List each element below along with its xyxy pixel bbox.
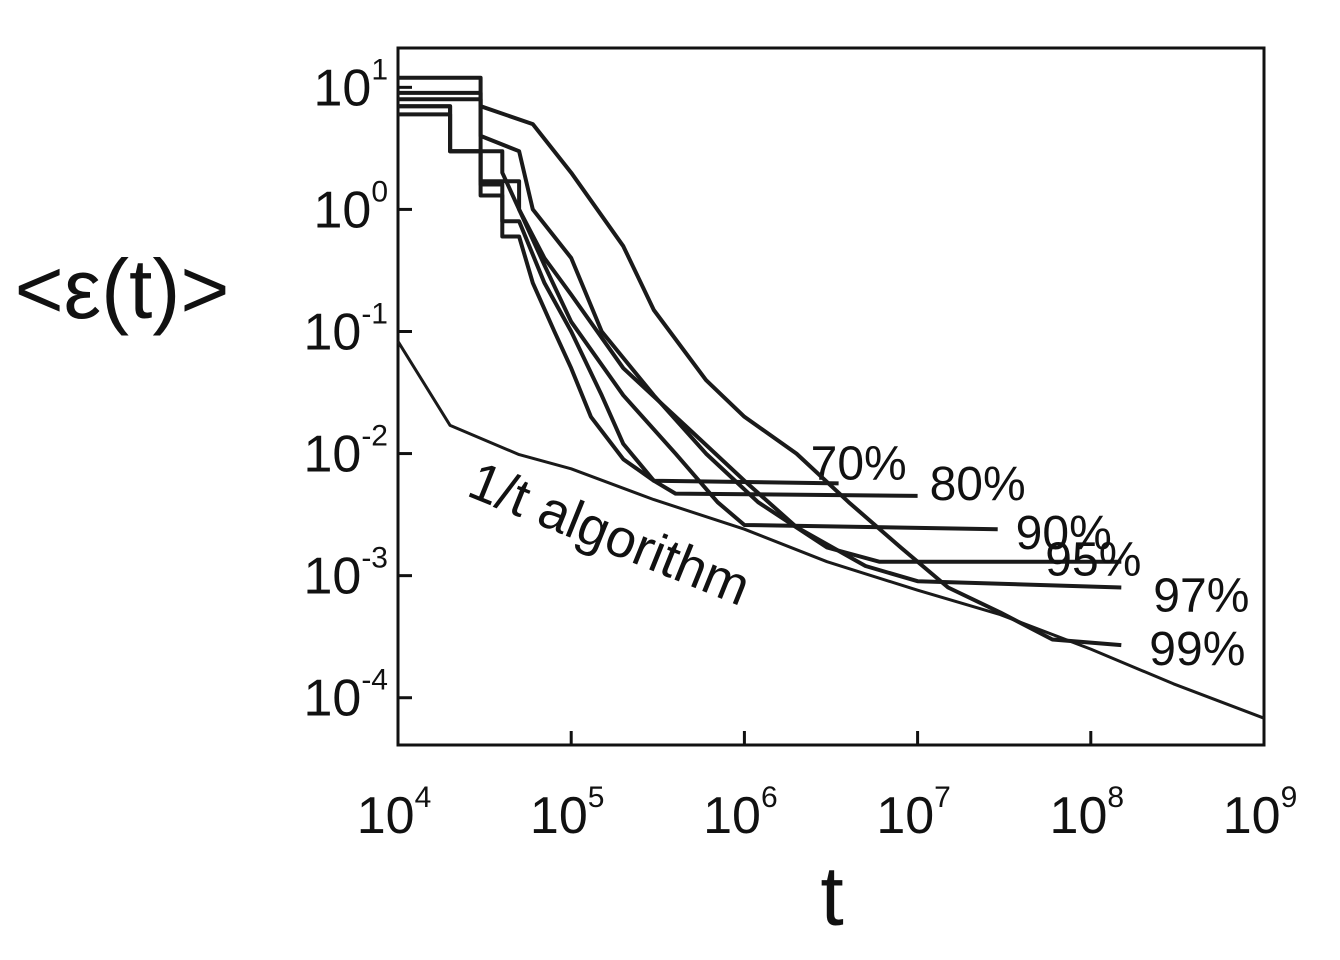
- x-tick-base: 10: [703, 787, 761, 845]
- x-tick-base: 10: [357, 787, 415, 845]
- x-tick-exp: 6: [761, 781, 778, 814]
- y-tick-base: 10: [303, 548, 361, 606]
- series-label: 80%: [930, 458, 1026, 511]
- x-tick-base: 10: [530, 787, 588, 845]
- series-label: 90%: [1016, 507, 1112, 560]
- series-line: [398, 75, 1122, 648]
- y-tick-base: 10: [313, 59, 371, 117]
- y-tick-label: 10-4: [303, 664, 388, 728]
- y-tick-base: 10: [303, 670, 361, 728]
- x-tick-label: 105: [530, 781, 605, 845]
- y-tick-exp: -2: [361, 420, 388, 453]
- x-tick-label: 104: [357, 781, 432, 845]
- y-tick-exp: -1: [361, 297, 388, 330]
- x-tick-base: 10: [1050, 787, 1108, 845]
- series-label: 1/t algorithm: [461, 450, 759, 617]
- y-tick-exp: 0: [371, 175, 388, 208]
- y-tick-base: 10: [303, 303, 361, 361]
- y-tick-exp: -3: [361, 542, 388, 575]
- y-tick-label: 10-3: [303, 542, 388, 606]
- series-label: 97%: [1153, 569, 1249, 622]
- series-label: 95%: [1045, 534, 1141, 587]
- series-line: [398, 90, 1122, 564]
- x-tick-exp: 7: [934, 781, 951, 814]
- y-tick-label: 100: [313, 175, 388, 239]
- plot-frame: [396, 46, 1266, 747]
- x-tick-exp: 4: [415, 781, 432, 814]
- y-tick-label: 101: [313, 53, 388, 117]
- x-tick-exp: 5: [588, 781, 605, 814]
- x-tick-base: 10: [876, 787, 934, 845]
- series-label: 99%: [1149, 623, 1245, 676]
- y-tick-label: 10-2: [303, 420, 388, 484]
- y-tick-exp: 1: [371, 53, 388, 86]
- y-tick-exp: -4: [361, 664, 388, 697]
- y-tick-base: 10: [313, 181, 371, 239]
- x-tick-exp: 9: [1281, 781, 1298, 814]
- series-line: [396, 340, 1265, 720]
- x-tick-label: 108: [1050, 781, 1125, 845]
- x-tick-label: 109: [1223, 781, 1298, 845]
- y-axis-label: <ε(t)>: [15, 242, 230, 336]
- x-tick-exp: 8: [1107, 781, 1124, 814]
- y-tick-base: 10: [303, 426, 361, 484]
- x-axis-label: t: [820, 849, 843, 943]
- x-tick-label: 106: [703, 781, 778, 845]
- y-tick-label: 10-1: [303, 297, 388, 361]
- x-tick-label: 107: [876, 781, 951, 845]
- x-tick-base: 10: [1223, 787, 1281, 845]
- series-line: [398, 104, 1122, 590]
